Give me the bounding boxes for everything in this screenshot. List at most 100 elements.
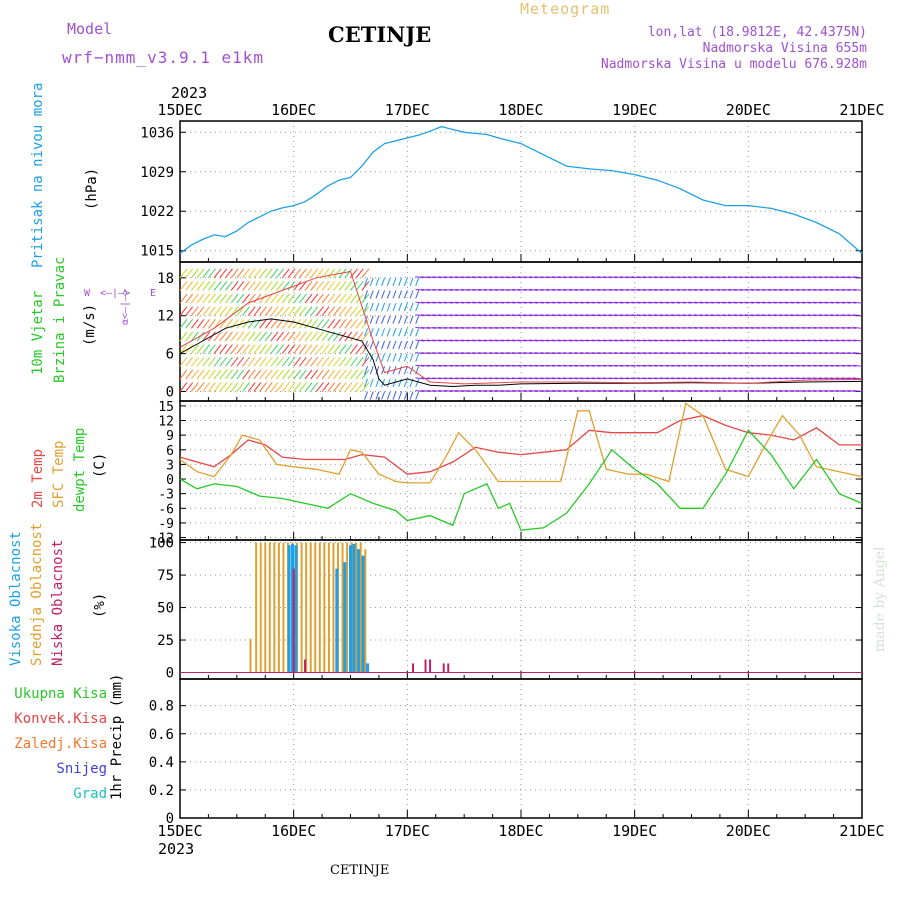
wind-arrow bbox=[506, 364, 516, 367]
wind-arrow bbox=[344, 306, 353, 317]
wind-arrow bbox=[636, 301, 647, 304]
wind-arrow bbox=[392, 391, 397, 400]
wind-arrow bbox=[213, 344, 222, 354]
wind-arrow bbox=[287, 331, 296, 342]
wind-arrow bbox=[841, 288, 851, 291]
wind-arrow bbox=[597, 276, 607, 279]
wind-arrow bbox=[779, 301, 789, 304]
wind-arrow bbox=[642, 352, 652, 355]
wind-arrow bbox=[190, 369, 199, 380]
wind-arrow bbox=[242, 382, 250, 392]
wind-arrow bbox=[369, 378, 374, 388]
wind-arrow bbox=[449, 339, 459, 342]
wind-arrow bbox=[591, 314, 601, 317]
wind-arrow bbox=[202, 306, 211, 317]
wind-arrow bbox=[310, 344, 319, 354]
wind-arrow bbox=[270, 369, 279, 380]
wind-arrow bbox=[688, 352, 698, 355]
wind-arrow bbox=[415, 314, 425, 317]
wind-arrow bbox=[375, 302, 380, 312]
wind-arrow bbox=[236, 306, 245, 317]
wind-arrow bbox=[682, 339, 692, 342]
wind-arrow bbox=[386, 378, 391, 388]
wind-arrow bbox=[489, 339, 499, 342]
wind-arrow bbox=[443, 352, 453, 355]
wind-arrow bbox=[403, 315, 408, 324]
wind-arrow bbox=[321, 331, 330, 342]
y-tick-label: 1036 bbox=[140, 125, 174, 141]
wind-arrow bbox=[338, 369, 347, 380]
y-tick-label: 9 bbox=[166, 429, 174, 444]
wind-arrow bbox=[608, 377, 618, 380]
wind-arrow bbox=[835, 377, 846, 380]
wind-arrow bbox=[403, 340, 408, 350]
wind-arrow bbox=[316, 331, 324, 342]
wind-arrow bbox=[676, 352, 686, 355]
wind-arrow bbox=[528, 288, 539, 291]
wind-arrow bbox=[426, 326, 436, 329]
wind-arrow bbox=[338, 319, 347, 329]
wind-arrow bbox=[756, 276, 766, 279]
wind-arrow bbox=[432, 339, 442, 342]
wind-arrow bbox=[432, 288, 442, 291]
wind-arrow bbox=[733, 288, 743, 291]
wind-arrow bbox=[247, 356, 256, 367]
wind-arrow bbox=[409, 353, 414, 362]
wind-arrow bbox=[716, 326, 726, 329]
wind-arrow bbox=[608, 276, 618, 279]
wind-arrow bbox=[310, 369, 319, 380]
wind-arrow bbox=[426, 339, 436, 342]
wind-arrow bbox=[852, 326, 863, 329]
wind-arrow bbox=[494, 364, 505, 367]
wind-arrow bbox=[196, 356, 205, 367]
wind-arrow bbox=[693, 377, 703, 380]
wind-arrow bbox=[608, 339, 618, 342]
wind-arrow bbox=[631, 390, 641, 393]
wind-arrow bbox=[568, 352, 578, 355]
wind-arrow bbox=[316, 281, 324, 291]
wind-arrow bbox=[196, 293, 205, 304]
wind-arrow bbox=[813, 390, 823, 393]
x-tick-label-bottom: 18DEC bbox=[498, 822, 543, 840]
wind-arrow bbox=[298, 331, 307, 342]
wind-arrow bbox=[796, 326, 806, 329]
wind-arrow bbox=[568, 326, 578, 329]
wind-arrow bbox=[321, 281, 330, 291]
wind-arrow bbox=[350, 293, 358, 304]
wind-arrow bbox=[568, 276, 578, 279]
wind-arrow bbox=[807, 276, 817, 279]
wind-arrow bbox=[767, 377, 777, 380]
wind-arrow bbox=[489, 377, 499, 380]
wind-arrow bbox=[813, 326, 823, 329]
wind-arrow bbox=[818, 326, 828, 329]
wind-arrow bbox=[744, 301, 755, 304]
wind-arrow bbox=[281, 369, 290, 380]
wind-arrow bbox=[580, 352, 590, 355]
wind-arrow bbox=[304, 268, 313, 279]
wind-arrow bbox=[500, 390, 510, 393]
wind-arrow bbox=[779, 352, 789, 355]
wind-arrow bbox=[585, 314, 595, 317]
wind-arrow bbox=[568, 314, 578, 317]
wind-arrow bbox=[574, 364, 584, 367]
wind-arrow bbox=[403, 277, 408, 286]
wind-arrow bbox=[705, 339, 715, 342]
wind-arrow bbox=[636, 314, 647, 317]
wind-arrow bbox=[852, 377, 863, 380]
wind-arrow bbox=[426, 276, 436, 279]
wind-arrow bbox=[773, 301, 783, 304]
wind-arrow bbox=[608, 314, 618, 317]
wind-arrow bbox=[489, 364, 499, 367]
wind-arrow bbox=[338, 331, 347, 342]
wind-arrow bbox=[253, 281, 262, 291]
wind-arrow bbox=[540, 377, 550, 380]
wind-arrow bbox=[534, 390, 544, 393]
wind-arrow bbox=[364, 366, 369, 375]
wind-arrow bbox=[179, 306, 188, 317]
wind-arrow bbox=[796, 301, 806, 304]
wind-arrow bbox=[403, 328, 408, 337]
wind-arrow bbox=[298, 268, 307, 279]
wind-arrow bbox=[546, 352, 556, 355]
wind-arrow bbox=[344, 293, 353, 304]
x-tick-label-top: 15DEC bbox=[157, 101, 202, 119]
